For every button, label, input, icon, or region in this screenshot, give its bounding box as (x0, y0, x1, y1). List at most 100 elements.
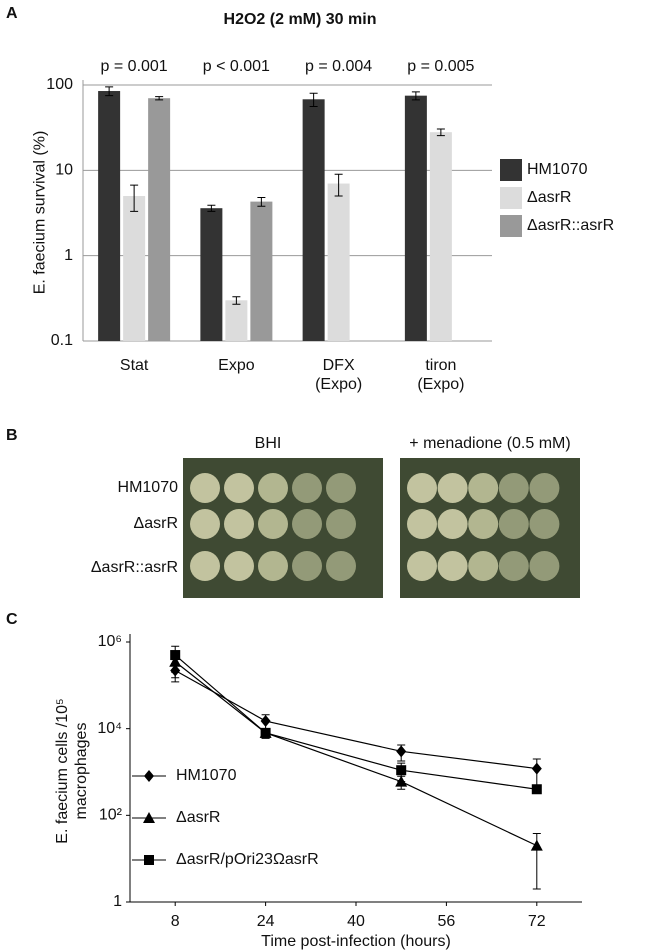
plate-row-label: ΔasrR (134, 515, 178, 532)
plate-spot (437, 551, 468, 581)
plate-spot (326, 473, 356, 503)
error-bar (105, 86, 114, 97)
y-tick-label: 10 (55, 162, 73, 179)
data-point (531, 784, 542, 795)
bar (429, 132, 452, 341)
plate-row-label: HM1070 (118, 479, 179, 496)
plate-spot (407, 473, 437, 503)
y-tick-label: 10² (99, 807, 123, 824)
plate-spot (292, 509, 322, 539)
legend-label: ΔasrR (527, 189, 571, 206)
x-tick-label: 24 (257, 913, 275, 930)
error-bar (411, 91, 420, 101)
x-tick-label: tiron (Expo) (417, 357, 465, 393)
legend-label: ΔasrR (176, 809, 220, 826)
bar (123, 196, 146, 341)
plate-spot (468, 551, 499, 581)
x-tick-label: 8 (171, 913, 180, 930)
y-tick-label: 100 (46, 76, 73, 93)
plate-spot (190, 509, 220, 539)
legend-swatch (500, 215, 522, 237)
plate-spot (529, 551, 560, 581)
series-line (174, 669, 537, 770)
plate-spot (326, 509, 356, 539)
error-bar (436, 128, 445, 137)
plate-spot (190, 551, 220, 581)
y-tick-label: 0.1 (51, 332, 73, 349)
series-line (174, 654, 537, 790)
plate-spot (468, 509, 499, 539)
plate-row-label: ΔasrR::asrR (91, 559, 178, 576)
bar (302, 99, 325, 341)
y-axis-title: E. faecium survival (%) (31, 130, 49, 295)
legend-marker (144, 770, 154, 782)
plate-spot (258, 551, 288, 581)
plate-spot (190, 473, 220, 503)
plate-spot (292, 473, 322, 503)
annotation: p = 0.004 (305, 58, 372, 75)
data-point (260, 727, 271, 738)
x-tick-label: 40 (347, 913, 365, 930)
legend-marker (143, 812, 155, 823)
legend-label: ΔasrR::asrR (527, 217, 614, 234)
error-bar (207, 204, 216, 212)
plate-spot (498, 473, 529, 503)
data-point (396, 745, 407, 758)
plate-spot (437, 473, 468, 503)
bar (200, 208, 223, 341)
bar (148, 98, 171, 342)
plate-spot (407, 509, 437, 539)
plate-spot (468, 473, 499, 503)
plate-spot (258, 509, 288, 539)
y-tick-label: 1 (64, 247, 73, 264)
legend-marker (144, 855, 154, 865)
series-line (174, 661, 538, 847)
error-bar (334, 173, 343, 197)
plate-spot (437, 509, 468, 539)
plate-column-label: BHI (255, 435, 282, 452)
plate-column-label: + menadione (0.5 mM) (409, 435, 570, 452)
legend-label: HM1070 (527, 161, 588, 178)
x-tick-label: Stat (119, 357, 149, 374)
panel-letter: C (6, 611, 18, 628)
bar (250, 201, 273, 341)
panel-letter: A (6, 5, 18, 22)
x-tick-label: Expo (218, 357, 255, 374)
legend-swatch (500, 187, 522, 209)
error-bar (155, 96, 164, 101)
panel-letter: B (6, 427, 18, 444)
x-tick-label: DFX (Expo) (315, 357, 363, 393)
data-point (260, 715, 271, 728)
plate-spot (498, 509, 529, 539)
data-point (530, 839, 543, 851)
x-tick-label: 72 (528, 913, 546, 930)
error-bar (130, 184, 139, 212)
plate-spot (258, 473, 288, 503)
annotation: p < 0.001 (203, 58, 270, 75)
annotation: p = 0.001 (101, 58, 168, 75)
error-bar (309, 92, 318, 107)
y-axis-title: E. faecium cells /10⁵ macrophages (54, 698, 90, 844)
error-bar (257, 197, 266, 207)
plate-spot (224, 473, 254, 503)
legend-label: ΔasrR/pOri23ΩasrR (176, 851, 319, 868)
chart-title: H2O2 (2 mM) 30 min (224, 11, 377, 28)
plate-spot (529, 473, 560, 503)
legend-label: HM1070 (176, 767, 237, 784)
plate-spot (292, 551, 322, 581)
bar (98, 91, 121, 341)
y-tick-label: 1 (113, 893, 122, 910)
plate-spot (224, 509, 254, 539)
data-point (396, 765, 407, 776)
data-point (531, 762, 542, 775)
x-tick-label: 56 (438, 913, 456, 930)
data-point (170, 650, 181, 661)
plate-spot (407, 551, 437, 581)
plate-spot (224, 551, 254, 581)
plate-spot (498, 551, 529, 581)
error-bar (232, 296, 241, 305)
y-tick-label: 10⁶ (98, 633, 122, 650)
x-axis-title: Time post-infection (hours) (261, 933, 451, 950)
